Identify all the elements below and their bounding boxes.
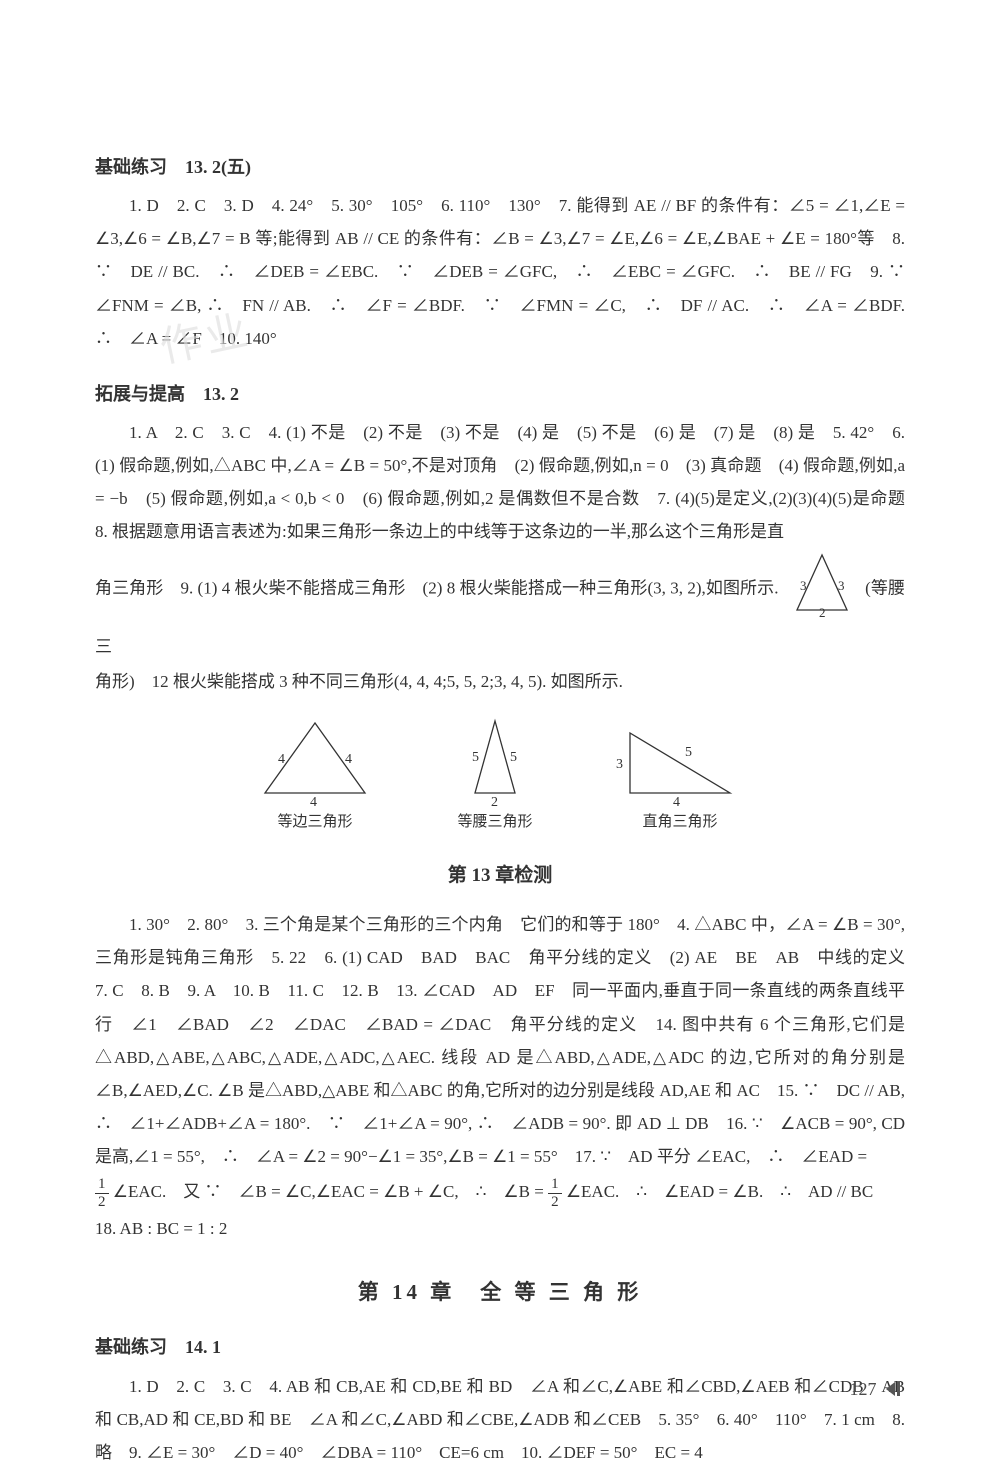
subchapter-title-13: 第 13 章检测 xyxy=(95,857,905,894)
page-number-text: 127 xyxy=(850,1379,877,1399)
section2-p2-before: 角三角形 9. (1) 4 根火柴不能搭成三角形 (2) 8 根火柴能搭成一种三… xyxy=(95,579,778,598)
frac1-den: 2 xyxy=(95,1194,109,1211)
section-title-4: 基础练习 14. 1 xyxy=(95,1330,905,1365)
fig-b-b: 2 xyxy=(491,795,498,808)
section3-p3: 18. AB : BC = 1 : 2 xyxy=(95,1212,905,1245)
fig-equilateral: 4 4 4 等边三角形 xyxy=(250,713,380,837)
inline-triangle: 3 3 2 xyxy=(787,550,857,629)
fig-c-r: 5 xyxy=(685,745,692,760)
section3-p2: 12 ∠EAC. 又 ∵ ∠B = ∠C,∠EAC = ∠B + ∠C, ∴ ∠… xyxy=(95,1175,905,1210)
section2-p2: 角三角形 9. (1) 4 根火柴不能搭成三角形 (2) 8 根火柴能搭成一种三… xyxy=(95,550,905,662)
section3-p1: 1. 30° 2. 80° 3. 三个角是某个三角形的三个内角 它们的和等于 1… xyxy=(95,908,905,1173)
section1-p1: 1. D 2. C 3. D 4. 24° 5. 30° 105° 6. 110… xyxy=(95,189,905,355)
tri1-r: 3 xyxy=(838,578,845,593)
frac1: 12 xyxy=(95,1176,109,1210)
section3-p2-mid: ∠EAC. 又 ∵ ∠B = ∠C,∠EAC = ∠B + ∠C, ∴ ∠B = xyxy=(113,1182,548,1201)
section2-p3: 角形) 12 根火柴能搭成 3 种不同三角形(4, 4, 4;5, 5, 2;3… xyxy=(95,665,905,698)
page-marker-icon xyxy=(886,1382,895,1396)
chapter-title-14: 第 14 章 全 等 三 角 形 xyxy=(95,1272,905,1313)
fig-b-cap: 等腰三角形 xyxy=(457,808,532,837)
fig-c-b: 4 xyxy=(673,795,680,808)
section-title-1: 基础练习 13. 2(五) xyxy=(95,150,905,185)
section2-p1: 1. A 2. C 3. C 4. (1) 不是 (2) 不是 (3) 不是 (… xyxy=(95,416,905,549)
page-bar-icon xyxy=(897,1382,900,1396)
section3-p2-end: ∠EAC. ∴ ∠EAD = ∠B. ∴ AD // BC xyxy=(566,1182,873,1201)
fig-right: 3 5 4 直角三角形 xyxy=(610,713,750,837)
frac2-num: 1 xyxy=(548,1176,562,1194)
section-title-2: 拓展与提高 13. 2 xyxy=(95,377,905,412)
fig-a-r: 4 xyxy=(345,752,352,767)
fig-isosceles: 5 5 2 等腰三角形 xyxy=(440,713,550,837)
fig-a-cap: 等边三角形 xyxy=(277,808,352,837)
fig-a-l: 4 xyxy=(278,752,285,767)
tri1-b: 2 xyxy=(819,605,826,618)
section4-p1: 1. D 2. C 3. C 4. AB 和 CB,AE 和 CD,BE 和 B… xyxy=(95,1370,905,1469)
fig-c-l: 3 xyxy=(616,757,623,772)
fig-a-b: 4 xyxy=(310,795,317,808)
frac1-num: 1 xyxy=(95,1176,109,1194)
page-number: 127 xyxy=(850,1372,901,1407)
figure-row: 4 4 4 等边三角形 5 5 2 等腰三角形 3 5 4 直角三角形 xyxy=(95,713,905,837)
frac2-den: 2 xyxy=(548,1194,562,1211)
fig-b-l: 5 xyxy=(472,750,479,765)
frac2: 12 xyxy=(548,1176,562,1210)
fig-c-cap: 直角三角形 xyxy=(642,808,717,837)
fig-b-r: 5 xyxy=(510,750,517,765)
tri1-l: 3 xyxy=(800,578,807,593)
